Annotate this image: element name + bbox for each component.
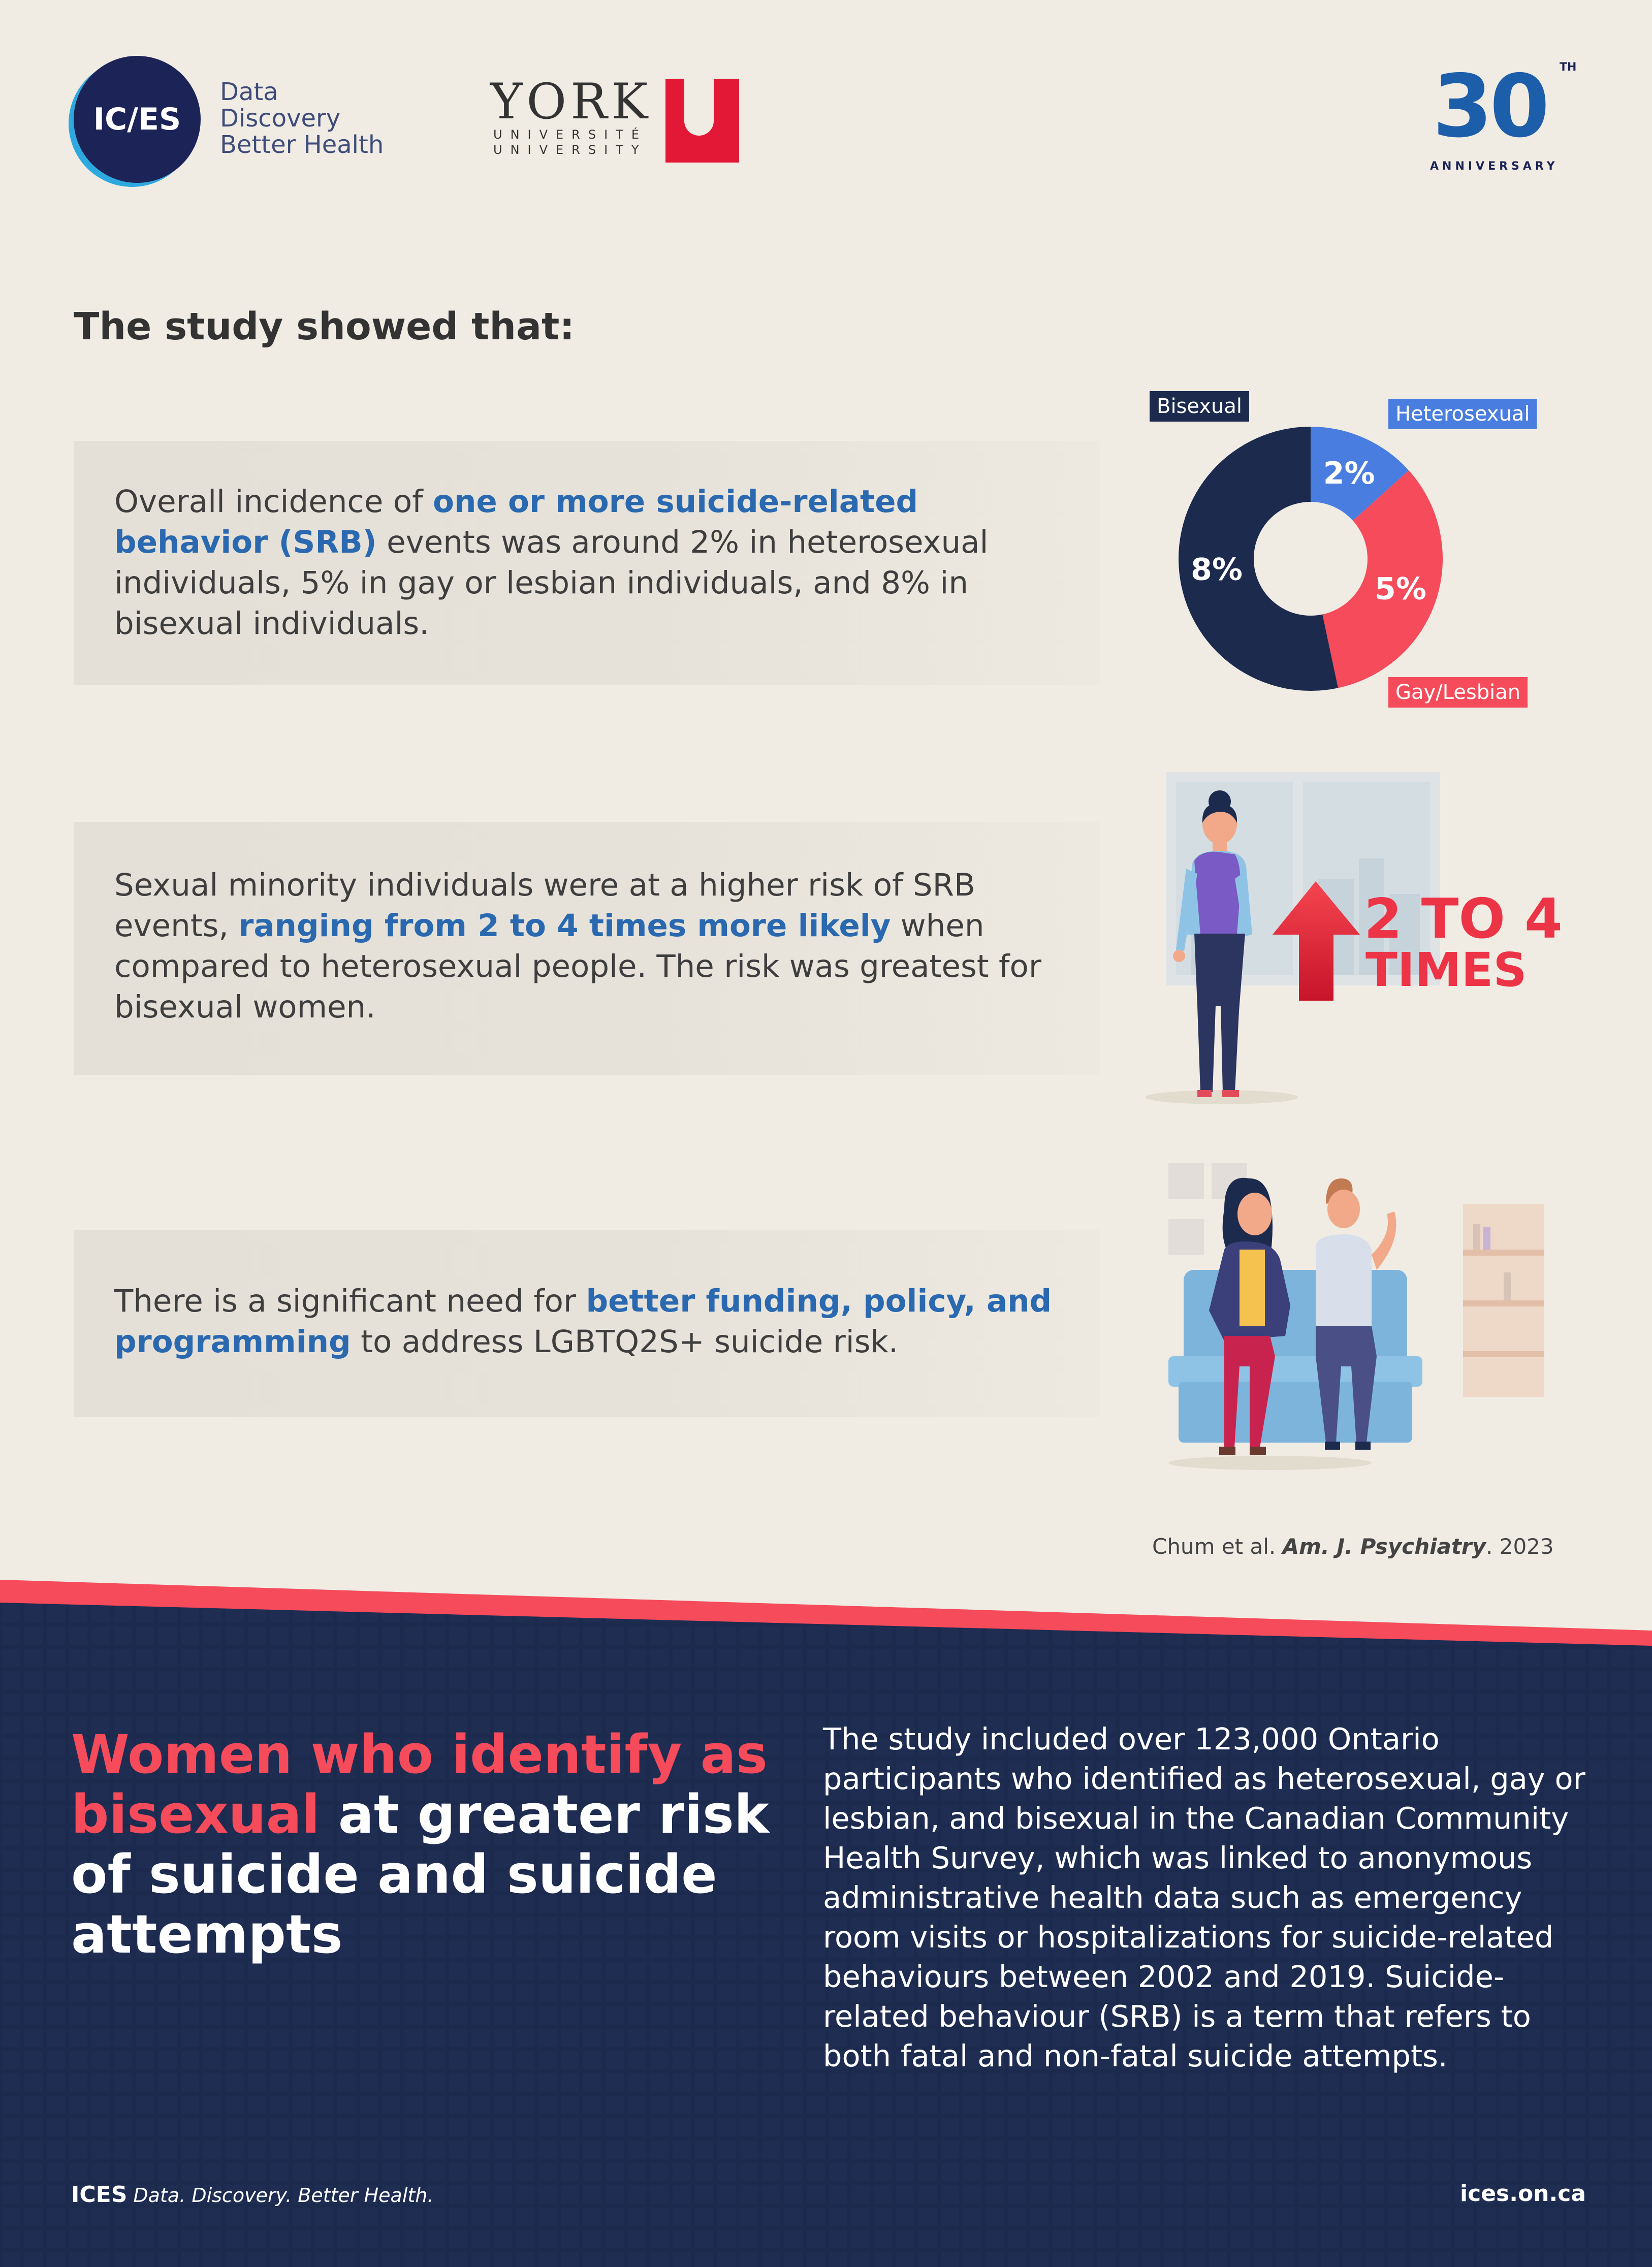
finding-text-highlight: ranging from 2 to 4 times more likely <box>238 908 891 944</box>
risk-multiplier-value: 2 TO 4 <box>1364 887 1563 951</box>
citation-journal: Am. J. Psychiatry <box>1282 1534 1486 1559</box>
york-university-logo: YORK UNIVERSITÉ UNIVERSITY <box>490 76 765 165</box>
ices-logo: IC/ES Data Discovery Better Health <box>74 56 389 188</box>
finding-text-pre: Sexual minority individuals were at a hi… <box>114 867 975 944</box>
anniversary-logo: 30 TH ANNIVERSARY <box>1427 56 1577 178</box>
finding-text-highlight: better funding, policy, and programming <box>114 1283 1052 1360</box>
standing-woman-illustration <box>1146 772 1440 1104</box>
footer-background <box>0 1580 1652 2267</box>
donut-label-bisexual: 8% <box>1191 552 1243 587</box>
footer-brand-tagline: Data. Discovery. Better Health. <box>133 2184 434 2207</box>
ices-tagline-line: Better Health <box>220 131 384 159</box>
york-wordmark: YORK <box>490 73 652 130</box>
york-subtitle: UNIVERSITÉ UNIVERSITY <box>493 127 647 157</box>
york-subtitle-en: UNIVERSITY <box>493 143 647 157</box>
citation: Chum et al. Am. J. Psychiatry. 2023 <box>1152 1534 1554 1559</box>
citation-year: . 2023 <box>1486 1534 1554 1559</box>
donut-label-gay-lesbian: 5% <box>1375 571 1426 606</box>
footer-headline-highlight: Women who identify as bisexual <box>71 1723 768 1845</box>
ices-logo-tagline: Data Discovery Better Health <box>220 79 384 158</box>
donut-slice-heterosexual <box>1311 427 1409 521</box>
legend-label-bisexual: Bisexual <box>1150 391 1249 422</box>
finding-text-post: to address LGBTQ2S+ suicide risk. <box>351 1324 899 1360</box>
footer-description: The study included over 123,000 Ontario … <box>823 1721 1585 2073</box>
finding-card: Overall incidence of one or more suicide… <box>74 441 1100 685</box>
legend-label-heterosexual: Heterosexual <box>1388 399 1537 429</box>
footer-headline-rest: at greater risk of suicide and suicide a… <box>71 1783 769 1965</box>
donut-slice-gay-lesbian <box>1322 470 1443 688</box>
finding-text-post: when compared to heterosexual people. Th… <box>114 908 1041 1025</box>
ices-tagline-line: Data <box>220 78 278 106</box>
finding-text-highlight: one or more suicide-related behavior (SR… <box>114 484 918 560</box>
footer-brand-name: ICES <box>71 2182 128 2208</box>
finding-text: Sexual minority individuals were at a hi… <box>114 865 1069 1028</box>
footer-website-link[interactable]: ices.on.ca <box>1460 2181 1586 2207</box>
finding-text: There is a significant need for better f… <box>114 1281 1069 1362</box>
finding-card: There is a significant need for better f… <box>74 1230 1100 1417</box>
finding-card: Sexual minority individuals were at a hi… <box>74 822 1100 1075</box>
anniversary-number: 30 <box>1433 56 1550 157</box>
ices-logo-mark-text: IC/ES <box>93 102 181 137</box>
anniversary-label: ANNIVERSARY <box>1430 160 1559 173</box>
finding-text-pre: There is a significant need for <box>114 1283 586 1319</box>
york-u-icon <box>665 79 739 163</box>
risk-multiplier-callout: 2 TO 4 TIMES <box>1364 892 1563 997</box>
legend-label-gay-lesbian: Gay/Lesbian <box>1388 677 1528 708</box>
ices-logo-mark: IC/ES <box>74 56 201 183</box>
anniversary-suffix: TH <box>1560 61 1577 74</box>
friends-conversation-illustration <box>1168 1163 1544 1470</box>
citation-authors: Chum et al. <box>1152 1534 1283 1559</box>
york-subtitle-fr: UNIVERSITÉ <box>493 127 647 142</box>
risk-multiplier-unit: TIMES <box>1365 943 1527 997</box>
finding-text-post: events was around 2% in heterosexual ind… <box>114 524 989 642</box>
donut-label-heterosexual: 2% <box>1323 456 1375 491</box>
donut-slice-bisexual <box>1178 427 1339 691</box>
study-heading: The study showed that: <box>74 305 575 348</box>
ices-tagline-line: Discovery <box>220 104 341 133</box>
footer-brand: ICES Data. Discovery. Better Health. <box>71 2182 433 2208</box>
srb-donut-chart: 2% 5% 8% <box>1178 427 1443 691</box>
finding-text: Overall incidence of one or more suicide… <box>114 482 1069 644</box>
footer-headline: Women who identify as bisexual at greate… <box>71 1725 803 1964</box>
finding-text-pre: Overall incidence of <box>114 484 433 520</box>
